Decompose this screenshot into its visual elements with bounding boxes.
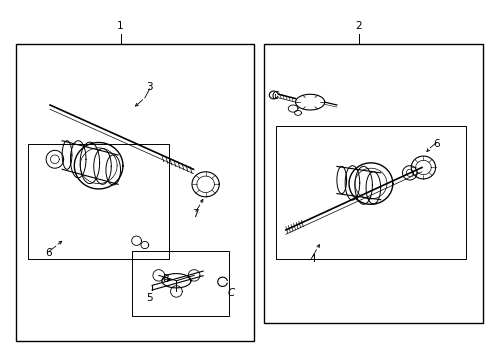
Text: 4: 4 <box>308 253 315 264</box>
Text: 1: 1 <box>117 21 123 31</box>
Text: C: C <box>227 288 234 297</box>
Text: 3: 3 <box>146 82 153 92</box>
Text: 6: 6 <box>432 139 439 149</box>
Text: C: C <box>271 91 278 101</box>
Text: 2: 2 <box>355 21 361 31</box>
Text: 7: 7 <box>192 209 199 219</box>
Text: 5: 5 <box>146 293 153 303</box>
Text: 6: 6 <box>46 248 52 258</box>
Text: 8: 8 <box>162 274 169 284</box>
